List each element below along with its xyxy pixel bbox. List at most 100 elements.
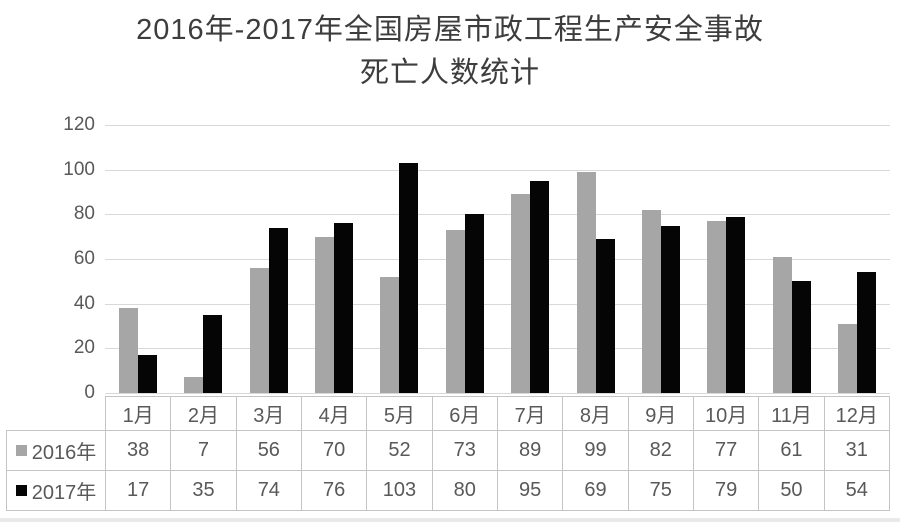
month-header-cell: 3月	[235, 396, 301, 430]
bar-group-month-12	[825, 125, 890, 393]
bar-group-month-1	[105, 125, 170, 393]
bar-2017年-month-9	[661, 225, 681, 393]
bar-group-month-9	[628, 125, 693, 393]
bar-group-month-10	[694, 125, 759, 393]
month-header-cell: 6月	[431, 396, 497, 430]
bar-group-month-8	[563, 125, 628, 393]
bar-group-month-3	[236, 125, 301, 393]
y-axis-tick-label: 120	[63, 114, 95, 135]
gridline	[105, 393, 890, 394]
value-cell-2016年-month-1: 38	[105, 430, 171, 470]
y-axis-tick-label: 60	[73, 248, 95, 269]
value-cell-2017年-month-3: 74	[235, 470, 301, 511]
value-cell-2017年-month-10: 79	[692, 470, 759, 511]
bar-2017年-month-11	[791, 281, 811, 393]
y-axis-tick-label: 100	[63, 158, 95, 180]
bar-2017年-month-2	[203, 314, 223, 393]
bar-2017年-month-6	[464, 214, 484, 393]
chart-title-line2: 死亡人数统计	[359, 57, 540, 89]
month-header-cell: 8月	[562, 396, 628, 430]
y-axis-tick-label: 20	[73, 337, 95, 359]
value-cell-2017年-month-6: 80	[431, 470, 497, 511]
value-cell-2016年-month-3: 56	[235, 430, 301, 470]
value-cell-2017年-month-1: 17	[105, 470, 171, 511]
chart-title-line1: 2016年-2017年全国房屋市政工程生产安全事故	[136, 14, 764, 46]
gridline	[105, 125, 890, 126]
bottom-edge-shadow	[0, 518, 900, 522]
legend-cell-2016年: 2016年	[6, 430, 105, 470]
bar-2016年-month-6	[445, 229, 465, 393]
legend-column-spacer	[6, 396, 105, 430]
value-cell-2017年-month-7: 95	[496, 470, 563, 511]
month-header-cell: 5月	[366, 396, 432, 430]
legend-label: 2017年	[31, 482, 97, 504]
bar-2016年-month-9	[642, 209, 662, 393]
value-cell-2017年-month-11: 50	[758, 470, 824, 511]
value-cell-2017年-month-2: 35	[170, 470, 236, 511]
value-cell-2017年-month-9: 75	[627, 470, 693, 511]
month-header-cell: 4月	[300, 396, 367, 430]
gridline	[105, 169, 890, 171]
month-header-cell: 9月	[627, 396, 693, 430]
bar-2016年-month-12	[838, 323, 858, 393]
value-cell-2016年-month-4: 70	[300, 430, 367, 470]
bar-group-month-5	[367, 125, 432, 393]
value-cell-2016年-month-8: 99	[562, 430, 628, 470]
legend-swatch-icon	[15, 445, 27, 456]
bar-group-month-7	[498, 125, 563, 393]
gridline	[105, 303, 890, 305]
gridline	[105, 348, 890, 350]
bar-2016年-month-7	[511, 194, 531, 393]
bar-2016年-month-11	[772, 256, 792, 393]
bar-2016年-month-1	[118, 308, 138, 393]
chart-plot-area	[105, 125, 890, 394]
bar-2016年-month-5	[380, 276, 400, 393]
series-row-2016年: 2016年 38 7 56 70 52 73 89 99 82 77 61 31	[6, 430, 890, 470]
month-header-cell: 12月	[823, 396, 890, 430]
value-cell-2017年-month-4: 76	[300, 470, 367, 511]
value-cell-2016年-month-11: 61	[758, 430, 824, 470]
value-cell-2017年-month-12: 54	[823, 470, 890, 511]
legend-swatch-icon	[15, 485, 27, 496]
value-cell-2017年-month-8: 69	[562, 470, 628, 511]
bar-2017年-month-10	[726, 216, 746, 393]
value-cell-2017年-month-5: 103	[366, 470, 432, 511]
month-header-row: 1月 2月 3月 4月 5月 6月 7月 8月 9月 10月 11月 12月	[6, 396, 890, 430]
month-header-cell: 1月	[105, 396, 171, 430]
chart-title: 2016年-2017年全国房屋市政工程生产安全事故 死亡人数统计	[0, 9, 900, 95]
bar-2016年-month-4	[314, 236, 334, 393]
bar-group-month-2	[170, 125, 235, 393]
series-row-2017年: 2017年 17 35 74 76 103 80 95 69 75 79 50 54	[6, 470, 890, 511]
bar-2017年-month-7	[530, 180, 550, 393]
gridline	[105, 259, 890, 260]
legend-label: 2016年	[31, 442, 97, 464]
value-cell-2016年-month-5: 52	[366, 430, 432, 470]
y-axis-tick-label: 80	[73, 203, 95, 225]
month-header-cell: 2月	[170, 396, 236, 430]
legend-cell-2017年: 2017年	[6, 470, 105, 511]
bar-group-month-4	[301, 125, 366, 393]
value-cell-2016年-month-7: 89	[496, 430, 563, 470]
bar-2017年-month-12	[857, 272, 877, 393]
value-cell-2016年-month-12: 31	[823, 430, 890, 470]
value-cell-2016年-month-2: 7	[170, 430, 236, 470]
value-cell-2016年-month-6: 73	[431, 430, 497, 470]
bar-2017年-month-1	[137, 355, 157, 393]
bar-2017年-month-5	[399, 162, 419, 393]
bar-2016年-month-8	[576, 171, 596, 393]
gridline	[105, 214, 890, 216]
month-header-cell: 10月	[692, 396, 759, 430]
bar-group-month-11	[759, 125, 824, 393]
bar-2016年-month-3	[249, 267, 269, 393]
bar-group-month-6	[432, 125, 497, 393]
bar-2016年-month-2	[184, 377, 204, 393]
bar-2017年-month-8	[595, 238, 615, 393]
month-header-cell: 11月	[758, 396, 824, 430]
chart-data-table: 1月 2月 3月 4月 5月 6月 7月 8月 9月 10月 11月 12月 2016年 38 7 56 70 5…	[6, 396, 890, 511]
bar-2016年-month-10	[707, 221, 727, 393]
value-cell-2016年-month-9: 82	[627, 430, 693, 470]
month-header-cell: 7月	[496, 396, 563, 430]
bar-2017年-month-4	[333, 223, 353, 393]
value-cell-2016年-month-10: 77	[692, 430, 759, 470]
